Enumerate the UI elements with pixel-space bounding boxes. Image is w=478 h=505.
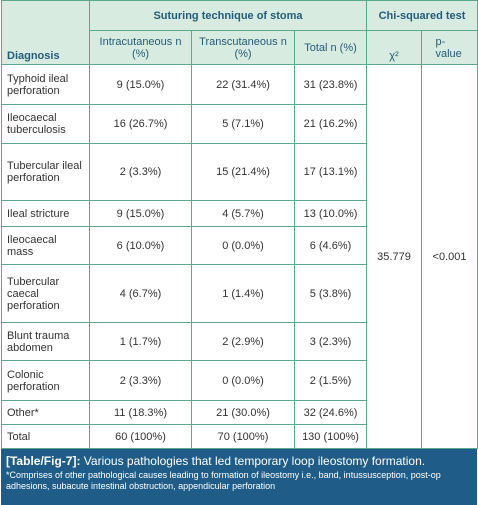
diagnosis-cell: Tubercular ileal perforation [1, 143, 90, 201]
cell: 3 (2.3%) [294, 322, 367, 361]
header-col: Total n (%) [294, 30, 367, 65]
p-value-cell: <0.001 [420, 64, 478, 449]
table-row: Typhoid ileal perforation 9 (15.0%) 22 (31… [1, 64, 478, 449]
cell: 15 (21.4%) [191, 143, 295, 201]
cell: 0 (0.0%) [191, 360, 295, 401]
header-diagnosis: Diagnosis [1, 0, 90, 65]
diagnosis-cell: Typhoid ileal perforation [1, 64, 90, 105]
caption-line: [Table/Fig-7]: Various pathologies that … [6, 454, 472, 468]
header-group: Chi-squared test [365, 0, 478, 31]
diagnosis-cell: Ileal stricture [1, 200, 90, 227]
table-row: Colonic perforation 2 (3.3%) 0 (0.0%) 2 (1.… [1, 360, 478, 401]
cell: 5 (7.1%) [191, 104, 295, 144]
cell: 32 (24.6%) [294, 400, 367, 425]
header-col: p-value [420, 30, 478, 65]
cell: 2 (1.5%) [294, 360, 367, 401]
cell: 6 (4.6%) [294, 226, 367, 265]
diagnosis-cell: Blunt trauma abdomen [1, 322, 90, 361]
cell: 2 (2.9%) [191, 322, 295, 361]
cell: 2 (3.3%) [89, 143, 192, 201]
diagnosis-cell: Ileocaecal tuberculosis [1, 104, 90, 144]
cell: 6 (10.0%) [89, 226, 192, 265]
table-row: Blunt trauma abdomen 1 (1.7%) 2 (2.9%) 3 (2… [1, 322, 478, 361]
diagnosis-cell: Colonic perforation [1, 360, 90, 401]
diagnosis-cell: Ileocaecal mass [1, 226, 90, 265]
cell: 1 (1.7%) [89, 322, 192, 361]
cell: 17 (13.1%) [294, 143, 367, 201]
cell: 21 (30.0%) [191, 400, 295, 425]
footnote: *Comprises of other pathological causes … [6, 470, 441, 491]
cell: 4 (5.7%) [191, 200, 295, 227]
data-table: Diagnosis Suturing technique of stoma Ch… [1, 0, 478, 449]
table-row: Ileocaecal tuberculosis 16 (26.7%) 5 (7.1%… [1, 104, 478, 144]
cell: 0 (0.0%) [191, 226, 295, 265]
diagnosis-cell: Total [1, 424, 90, 449]
caption-text: Various pathologies that led temporary l… [83, 454, 426, 468]
table-row: Ileocaecal mass 6 (10.0%) 0 (0.0%) 6 (4.6%) [1, 226, 478, 265]
cell: 21 (16.2%) [294, 104, 367, 144]
header-col: χ² [366, 30, 422, 65]
table-row: Tubercular ileal perforation 2 (3.3%) 15 (… [1, 143, 478, 201]
cell: 5 (3.8%) [294, 264, 367, 323]
header-col: Intracutaneous n (%) [89, 30, 192, 65]
table-row: Total 60 (100%) 70 (100%) 130 (100%) [1, 424, 478, 449]
diagnosis-cell: Other* [1, 400, 90, 425]
cell: 130 (100%) [294, 424, 367, 449]
cell: 22 (31.4%) [191, 64, 295, 105]
cell: 60 (100%) [89, 424, 192, 449]
cell: 2 (3.3%) [89, 360, 192, 401]
cell: 31 (23.8%) [294, 64, 367, 105]
caption: [Table/Fig-7]: Various pathologies that … [1, 449, 477, 505]
chi-squared-cell: 35.779 [366, 64, 422, 449]
header-text: p-value [435, 35, 462, 60]
cell: 11 (18.3%) [89, 400, 192, 425]
header-group: Suturing technique of stoma [89, 0, 367, 31]
cell: 9 (15.0%) [89, 200, 192, 227]
diagnosis-cell: Tubercular caecal perforation [1, 264, 90, 323]
cell: 13 (10.0%) [294, 200, 367, 227]
cell: 16 (26.7%) [89, 104, 192, 144]
table-body: Typhoid ileal perforation 9 (15.0%) 22 (31… [1, 64, 478, 449]
cell: 70 (100%) [191, 424, 295, 449]
cell: 4 (6.7%) [89, 264, 192, 323]
cell: 9 (15.0%) [89, 64, 192, 105]
header-col: Transcutaneous n (%) [191, 30, 295, 65]
cell: 1 (1.4%) [191, 264, 295, 323]
caption-label: [Table/Fig-7]: [6, 454, 81, 468]
